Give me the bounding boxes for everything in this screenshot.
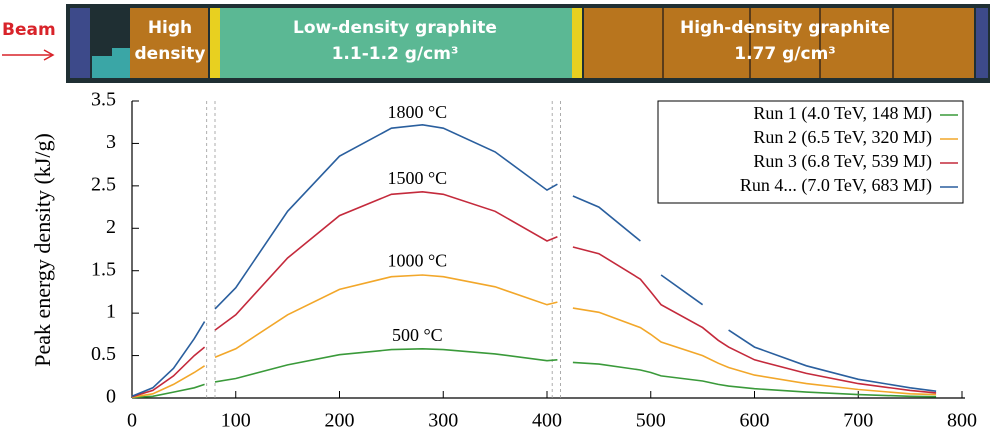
block-label: High-density graphite <box>680 18 890 38</box>
x-tick-label: 100 <box>221 410 251 432</box>
y-tick-label: 1.5 <box>91 258 116 280</box>
annotation: 1000 °C <box>387 250 447 270</box>
end-cap <box>70 8 90 78</box>
block-label: 1.1-1.2 g/cm³ <box>332 44 459 64</box>
schematic-labels: High density Low-density graphite 1.1-1.… <box>135 18 891 64</box>
x-tick-label: 500 <box>636 410 666 432</box>
legend-label: Run 3 (6.8 TeV, 539 MJ) <box>753 151 932 172</box>
x-tick-label: 600 <box>740 410 770 432</box>
series-line <box>131 347 937 399</box>
block-label: 1.77 g/cm³ <box>734 44 835 64</box>
high-density-graphite-block <box>584 8 974 78</box>
legend-box <box>657 100 964 204</box>
x-tick-label: 200 <box>325 410 355 432</box>
y-tick-label: 3.5 <box>91 89 116 111</box>
series-line <box>131 123 937 398</box>
series-line <box>131 190 937 398</box>
x-tick-label: 400 <box>532 410 562 432</box>
legend-label: Run 2 (6.5 TeV, 320 MJ) <box>753 127 932 148</box>
y-tick-label: 3 <box>106 131 116 153</box>
x-tick-label: 700 <box>843 410 873 432</box>
end-cap <box>976 8 988 78</box>
y-tick-label: 1 <box>106 301 116 323</box>
end-block <box>92 48 130 78</box>
high-density-block <box>130 8 208 78</box>
y-tick-label: 0 <box>106 386 116 408</box>
legend-label: Run 1 (4.0 TeV, 148 MJ) <box>753 103 932 124</box>
low-density-block <box>220 8 572 78</box>
block-label: Low-density graphite <box>293 18 497 38</box>
annotation: 1500 °C <box>387 168 447 188</box>
beam-arrowhead <box>43 49 55 61</box>
block-dividers <box>662 8 894 78</box>
y-tick-label: 0.5 <box>91 343 116 365</box>
y-tick-label: 2 <box>106 216 116 238</box>
x-tick-label: 800 <box>947 410 977 432</box>
spacer <box>572 8 582 78</box>
series-line <box>131 274 937 398</box>
y-tick-label: 2.5 <box>91 173 116 195</box>
y-axis-label: Peak energy density (kJ/g) <box>30 133 55 367</box>
block-label: density <box>135 44 206 64</box>
beam-label: Beam <box>2 20 56 40</box>
block-label: High <box>148 18 192 38</box>
legend-label: Run 4... (7.0 TeV, 683 MJ) <box>740 175 932 196</box>
annotation: 1800 °C <box>387 102 447 122</box>
annotation: 500 °C <box>392 325 443 345</box>
spacer <box>210 8 220 78</box>
x-tick-label: 300 <box>428 410 458 432</box>
schematic: Beam High density Low-density graphite 1… <box>2 4 990 83</box>
x-tick-label: 0 <box>127 410 137 432</box>
